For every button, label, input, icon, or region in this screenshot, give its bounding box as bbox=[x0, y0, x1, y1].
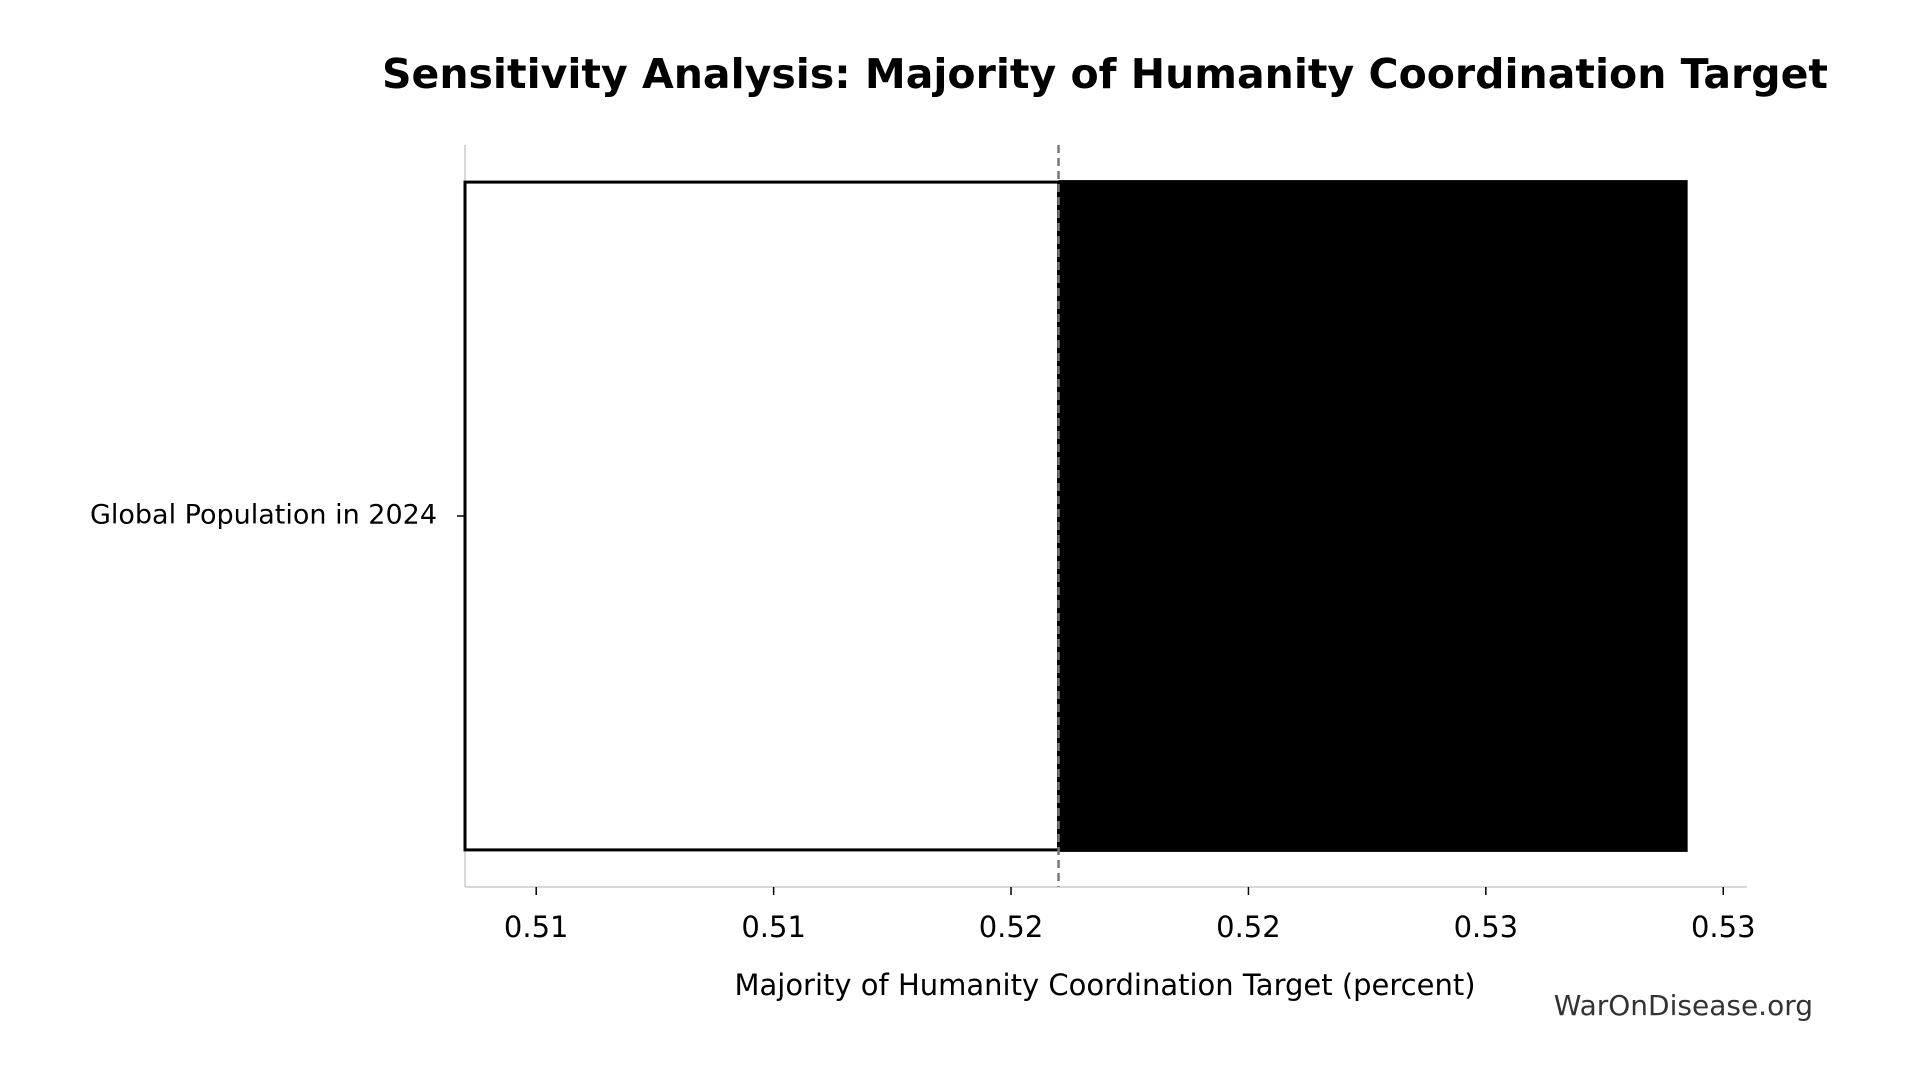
high-bar bbox=[1058, 180, 1688, 852]
watermark: WarOnDisease.org bbox=[1554, 989, 1813, 1022]
x-tick-label: 0.51 bbox=[504, 910, 569, 944]
low-bar bbox=[463, 180, 1061, 852]
x-tick-label: 0.52 bbox=[1216, 910, 1281, 944]
x-tick-label: 0.52 bbox=[979, 910, 1044, 944]
x-tick-label: 0.51 bbox=[741, 910, 806, 944]
x-tick-label: 0.53 bbox=[1454, 910, 1519, 944]
x-tick-label: 0.53 bbox=[1691, 910, 1756, 944]
chart-title: Sensitivity Analysis: Majority of Humani… bbox=[382, 50, 1828, 98]
y-tick-label: Global Population in 2024 bbox=[90, 500, 437, 531]
x-axis-title: Majority of Humanity Coordination Target… bbox=[734, 968, 1475, 1002]
